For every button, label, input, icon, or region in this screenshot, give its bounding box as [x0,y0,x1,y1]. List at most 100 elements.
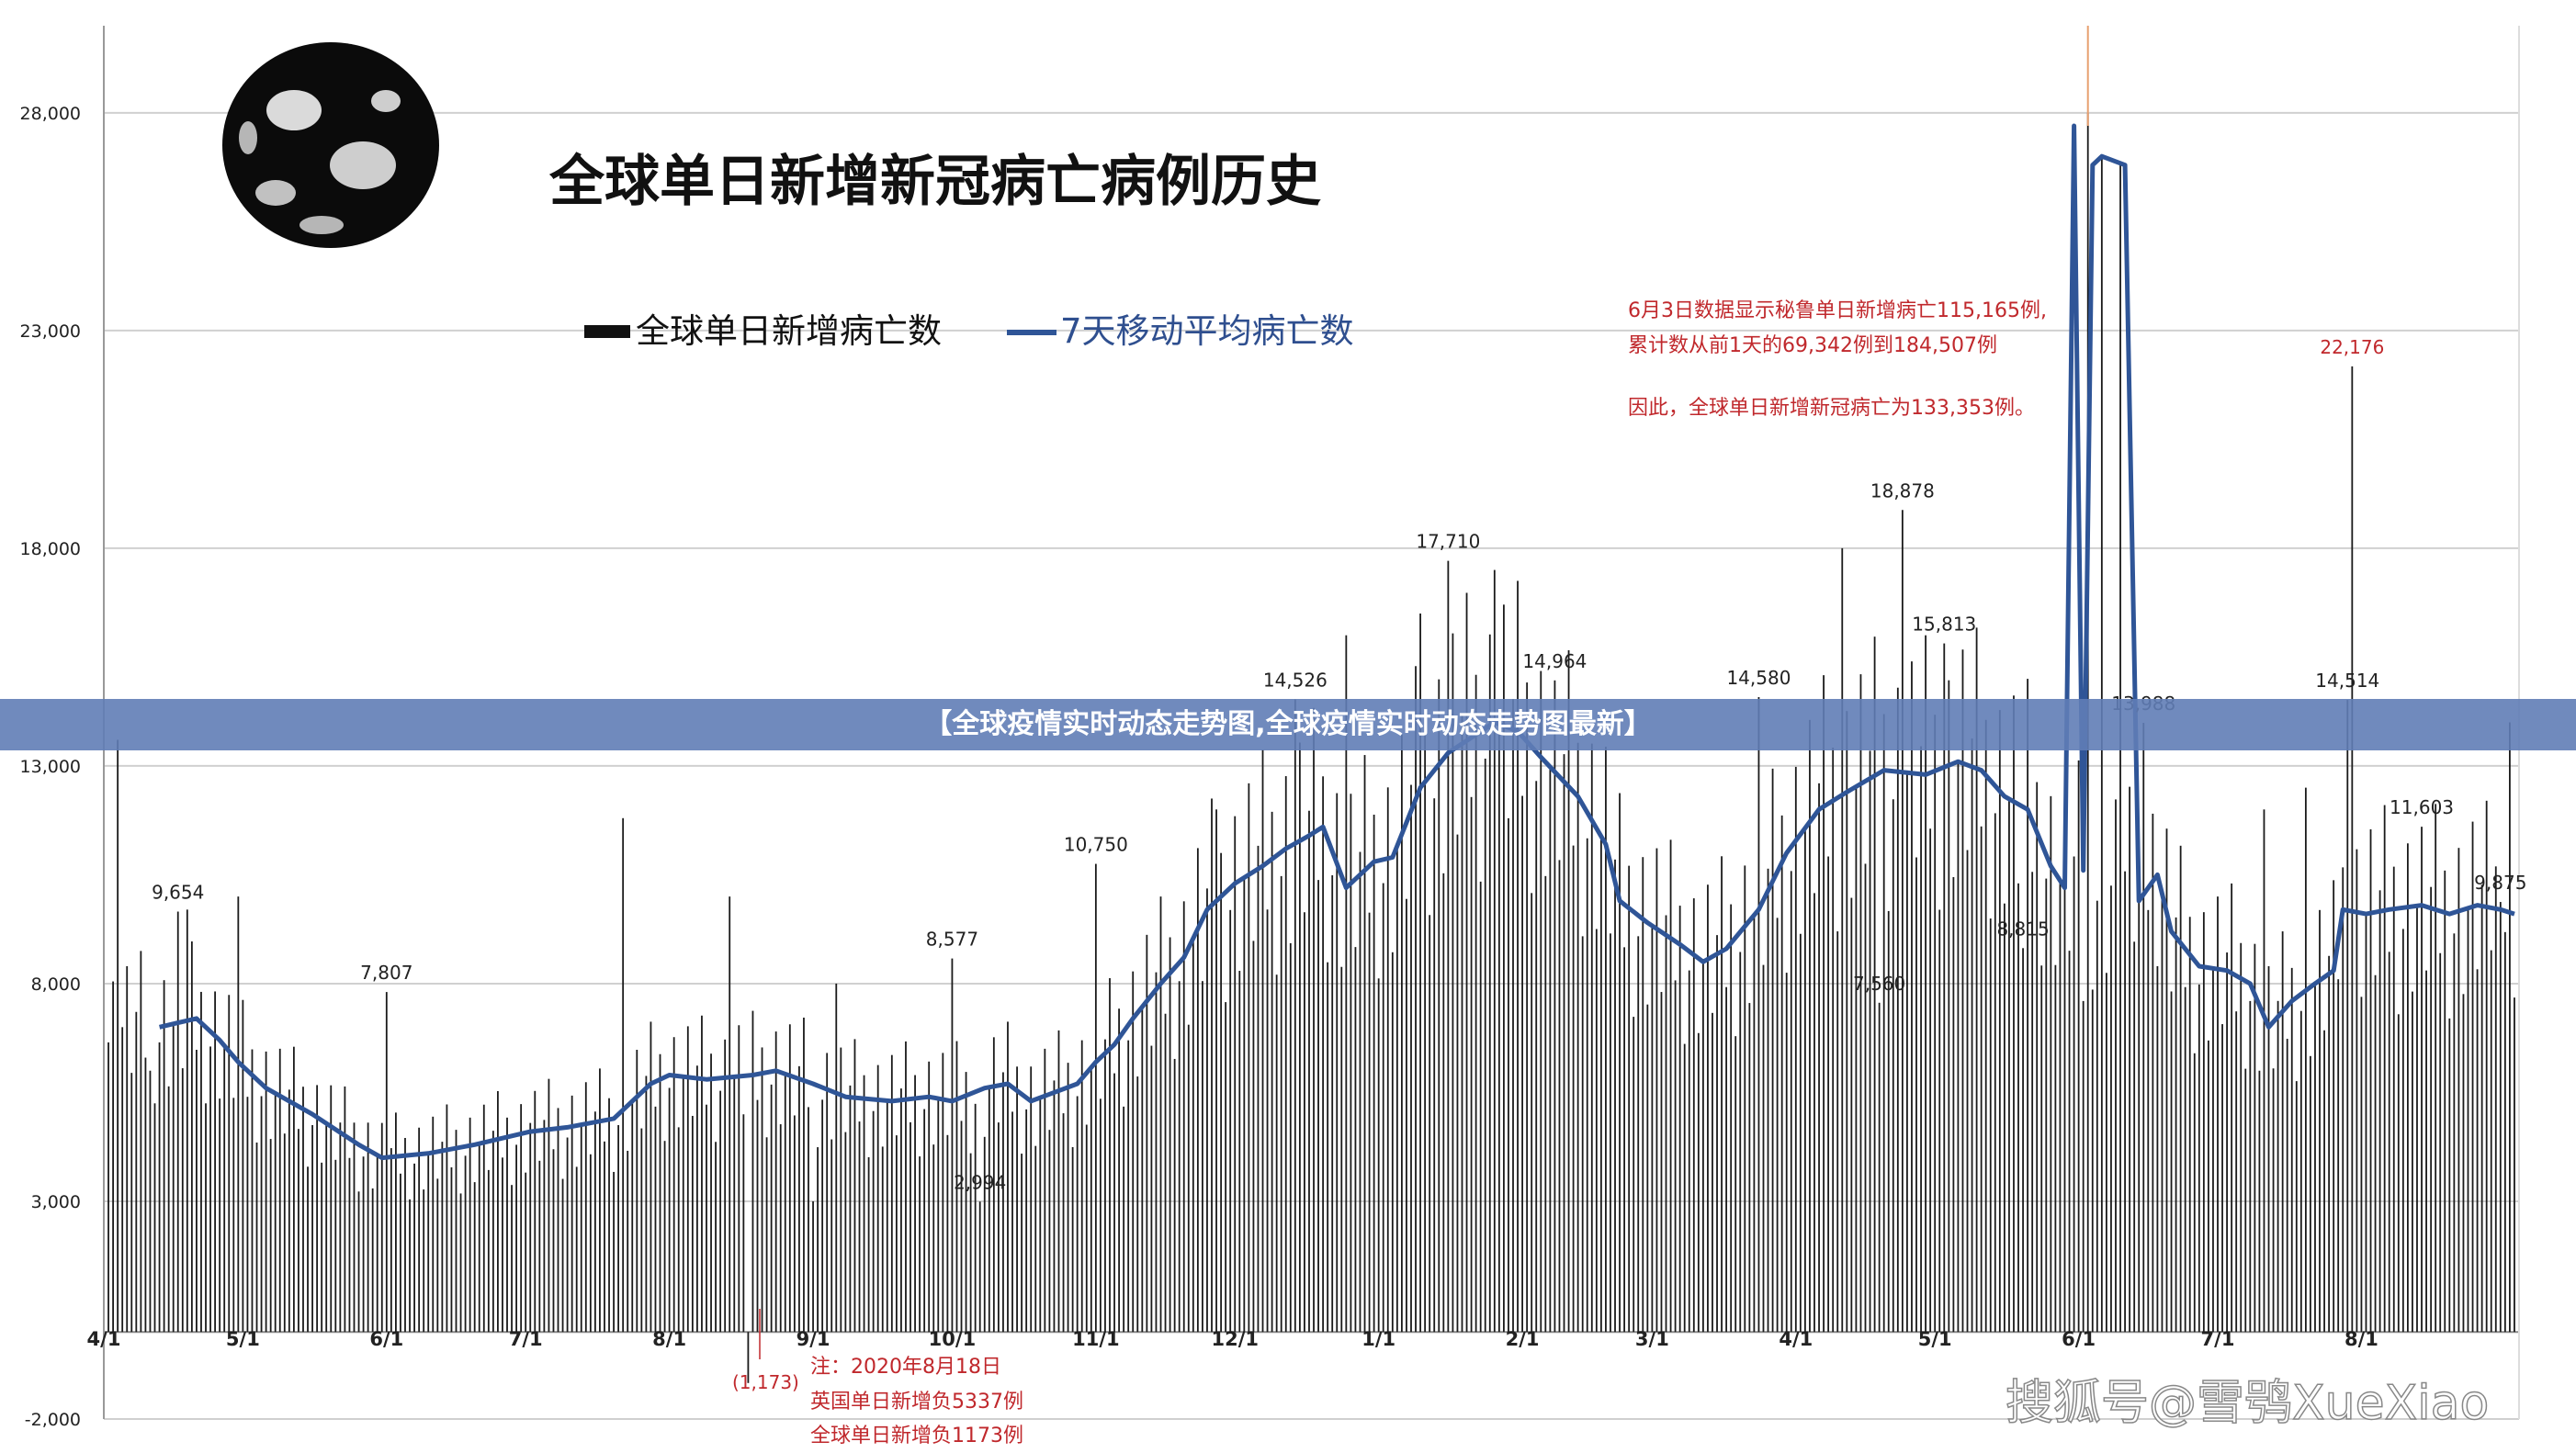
daily-death-bar [593,1111,596,1333]
value-label: 14,526 [1263,670,1328,692]
daily-death-bar [2286,1039,2288,1333]
daily-death-bar [2425,970,2427,1333]
daily-death-bar [1716,935,1718,1333]
daily-death-bar [1127,1040,1130,1333]
daily-death-bar [219,1098,221,1333]
daily-death-bar [779,1124,782,1333]
daily-death-bar [886,1100,888,1333]
daily-death-bar [1391,952,1394,1333]
daily-death-bar [876,1064,879,1333]
daily-death-bar [214,991,217,1333]
daily-death-bar [793,1115,796,1333]
daily-death-bar [1712,1012,1713,1333]
value-label: 14,964 [1522,650,1587,672]
daily-death-bar [695,1065,698,1333]
value-label: 9,875 [2474,872,2526,894]
daily-death-bar [1994,813,1996,1333]
value-label: 7,560 [1853,973,1905,995]
daily-death-bar [186,909,188,1333]
daily-death-bar [140,951,142,1333]
daily-death-bar [153,1103,156,1333]
daily-death-bar [1896,687,1899,1333]
daily-death-bar [2263,809,2265,1333]
daily-death-bar [1331,874,1334,1333]
daily-death-bar [1915,857,1917,1333]
daily-death-bar [1595,929,1598,1333]
daily-death-bar [608,1098,610,1333]
daily-death-bar [2448,1018,2451,1333]
daily-death-bar [1989,918,1992,1333]
daily-death-bar [502,1157,503,1333]
daily-death-bar [1581,936,1584,1333]
daily-death-bar [228,995,231,1333]
daily-death-bar [1048,1130,1051,1333]
daily-death-bar [1447,560,1450,1333]
daily-death-bar [599,1068,601,1333]
daily-death-bar [761,1047,763,1333]
daily-death-bar [552,1149,555,1333]
daily-death-bar [974,1103,977,1333]
daily-death-bar [269,1139,272,1333]
daily-death-bar [1257,845,1260,1333]
daily-death-bar [1113,1073,1115,1333]
daily-death-bar [2106,973,2107,1333]
daily-death-bar [1938,909,1941,1333]
daily-death-bar [538,1160,541,1333]
legend-bar-swatch [584,325,630,338]
chart-title: 全球单日新增新冠病亡病例历史 [548,150,1321,214]
daily-death-bar [2249,1000,2252,1333]
daily-death-bar [853,1039,856,1333]
value-labels-layer: 9,654 7,807 8,577 2,994 10,750 14,526 17,710 14… [152,336,2526,1193]
daily-death-bar [2077,760,2080,1333]
x-tick-label: 6/1 [369,1328,403,1350]
uk-annotation: (1,173) 注：2020年8月18日 英国单日新增负5337例 全球单日新增… [732,1309,1023,1447]
daily-death-bar [881,1146,884,1333]
daily-death-bar [242,999,244,1333]
note-peru-line2: 累计数从前1天的69,342例到184,507例 [1628,334,1997,357]
daily-death-bar [2467,907,2469,1333]
daily-death-bar [307,1166,309,1333]
daily-death-bar [1846,711,1848,1333]
daily-death-bar [1531,893,1533,1333]
daily-death-bar [686,1026,689,1333]
daily-death-bar [1517,580,1519,1333]
daily-death-bar [1187,1024,1190,1333]
daily-death-bar [960,1121,963,1333]
daily-death-bar [1526,682,1529,1333]
daily-death-bar [1906,772,1908,1333]
daily-death-bar [205,1103,207,1333]
daily-death-bar [1243,877,1246,1333]
daily-death-bar [2490,950,2492,1333]
daily-death-bar [1836,931,1839,1333]
daily-death-bar [1266,909,1269,1333]
daily-death-bar [251,1049,254,1333]
daily-death-bar [640,1128,643,1333]
daily-death-bar [1535,781,1538,1333]
daily-death-bar [2040,965,2043,1333]
daily-death-bar [1701,962,1704,1333]
daily-death-bar [2022,948,2024,1333]
daily-death-bar [1322,776,1325,1333]
daily-death-bar [2226,952,2228,1333]
daily-death-bar [1818,783,1820,1333]
daily-death-bar [2175,917,2177,1333]
daily-death-bar [645,1076,648,1333]
daily-death-bar [2406,843,2409,1333]
daily-death-bar [2444,870,2446,1333]
daily-death-bar [2314,983,2316,1333]
daily-death-bar [817,1147,819,1333]
daily-death-bar [1429,915,1431,1333]
daily-death-bar [1757,697,1760,1333]
daily-death-bar [348,1157,351,1333]
daily-death-bar [932,1144,935,1333]
daily-death-bar [2013,695,2015,1333]
daily-death-bar [1576,742,1579,1333]
daily-death-bar [455,1130,458,1333]
daily-death-bar [1313,707,1315,1333]
legend-line-label: 7天移动平均病亡数 [1060,311,1354,351]
daily-death-bar [654,1106,657,1333]
daily-death-bar [1744,865,1746,1333]
daily-death-bar [1674,980,1677,1333]
x-tick-label: 7/1 [509,1328,543,1350]
